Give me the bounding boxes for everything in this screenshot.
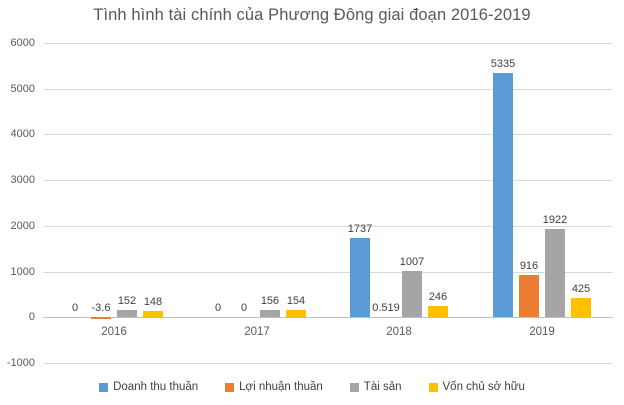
value-label: 246	[428, 291, 448, 303]
y-tick-label: 0	[28, 311, 35, 323]
bar-vốn-chủ-sở-hữu	[428, 306, 448, 317]
value-label: 156	[260, 295, 280, 307]
y-tick-label: 4000	[10, 128, 35, 140]
legend-swatch	[349, 382, 359, 392]
gridline	[43, 180, 613, 181]
legend-item: Lợi nhuận thuần	[225, 381, 323, 393]
bar-vốn-chủ-sở-hữu	[286, 310, 306, 317]
value-label: 1007	[399, 256, 425, 268]
legend-label: Lợi nhuận thuần	[239, 381, 323, 393]
legend-swatch	[225, 382, 235, 392]
category-label: 2017	[244, 326, 270, 338]
gridline	[43, 272, 613, 273]
bar-lợi-nhuận-thuần	[519, 275, 539, 317]
value-label: 154	[286, 295, 306, 307]
legend-swatch	[428, 382, 438, 392]
legend-item: Tài sản	[349, 381, 402, 393]
x-axis-line	[43, 317, 613, 318]
bar-vốn-chủ-sở-hữu	[143, 311, 163, 318]
y-tick-label: 6000	[10, 37, 35, 49]
value-label: 0	[214, 302, 222, 314]
bar-lợi-nhuận-thuần	[91, 317, 111, 319]
legend-label: Tài sản	[363, 381, 402, 393]
value-label: 916	[519, 260, 539, 272]
gridline	[43, 134, 613, 135]
legend: Doanh thu thuần Lợi nhuận thuần Tài sản Vốn…	[0, 381, 624, 393]
bar-tài-sản	[402, 271, 422, 317]
category-label: 2018	[386, 326, 412, 338]
y-tick-label: 3000	[10, 174, 35, 186]
legend-item: Vốn chủ sở hữu	[428, 381, 525, 393]
legend-label: Vốn chủ sở hữu	[442, 381, 525, 393]
value-label: 0	[71, 302, 79, 314]
legend-label: Doanh thu thuần	[113, 381, 199, 393]
value-label: -3.6	[91, 302, 111, 314]
value-label: 0	[240, 302, 248, 314]
value-label: 148	[143, 296, 163, 308]
legend-swatch	[99, 382, 109, 392]
value-label: 1922	[542, 214, 568, 226]
value-label: 5335	[490, 58, 516, 70]
bar-vốn-chủ-sở-hữu	[571, 298, 591, 317]
gridline	[43, 226, 613, 227]
value-label: 0.519	[372, 302, 400, 314]
y-tick-label: 1000	[10, 266, 35, 278]
legend-item: Doanh thu thuần	[99, 381, 198, 393]
gridline	[43, 363, 613, 364]
bar-tài-sản	[117, 310, 137, 317]
gridline	[43, 43, 613, 44]
category-label: 2019	[529, 326, 555, 338]
chart-title: Tình hình tài chính của Phương Đông giai…	[93, 6, 531, 24]
value-label: 152	[117, 295, 137, 307]
value-label: 1737	[347, 223, 373, 235]
category-label: 2016	[101, 326, 127, 338]
gridline	[43, 89, 613, 90]
y-tick-label: 2000	[10, 220, 35, 232]
y-tick-label: 5000	[10, 83, 35, 95]
bar-tài-sản	[260, 310, 280, 317]
bar-doanh-thu-thuần	[350, 238, 370, 317]
value-label: 425	[571, 283, 591, 295]
bar-tài-sản	[545, 229, 565, 317]
bar-doanh-thu-thuần	[493, 73, 513, 317]
y-tick-label: -1000	[6, 357, 35, 369]
